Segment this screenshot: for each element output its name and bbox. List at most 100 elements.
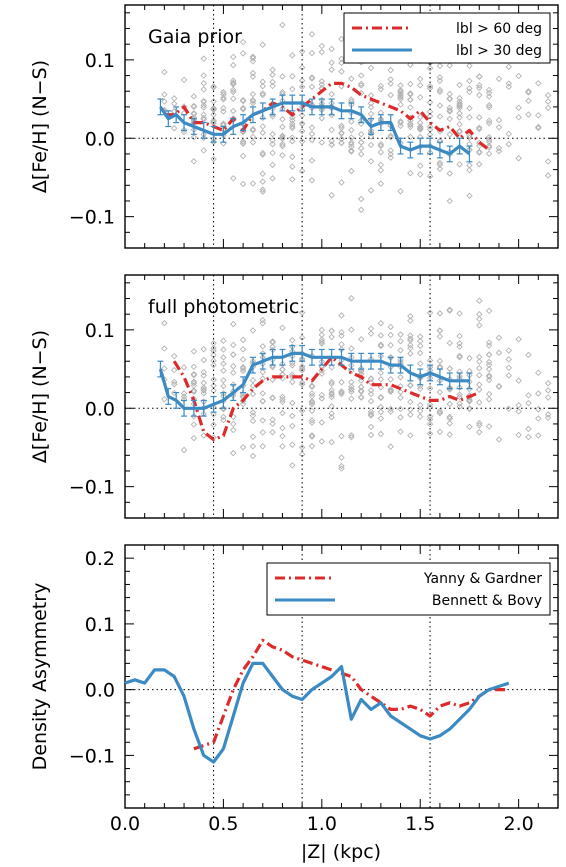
- scatter-point: [476, 399, 483, 406]
- scatter-point: [249, 180, 257, 187]
- scatter-point: [279, 123, 286, 131]
- scatter-point: [190, 103, 198, 111]
- scatter-point: [279, 21, 286, 29]
- scatter-point: [318, 419, 326, 426]
- scatter-point: [535, 432, 542, 439]
- scatter-point: [485, 150, 493, 157]
- scatter-point: [446, 420, 453, 427]
- scatter-point: [318, 139, 326, 146]
- error-bar: [259, 352, 266, 370]
- scatter-point: [259, 178, 267, 185]
- scatter-point: [220, 404, 227, 412]
- scatter-point: [200, 72, 207, 79]
- scatter-point: [289, 462, 296, 469]
- scatter-point: [328, 393, 335, 401]
- scatter-point: [535, 405, 542, 413]
- scatter-point: [269, 111, 276, 118]
- scatter-point: [230, 95, 237, 102]
- error-bar: [190, 399, 197, 417]
- scatter-point: [357, 145, 365, 152]
- error-bar: [240, 114, 247, 132]
- scatter-point: [200, 55, 207, 62]
- scatter-point: [230, 362, 237, 370]
- error-bar: [299, 344, 306, 362]
- error-bar: [308, 348, 315, 366]
- scatter-point: [525, 89, 532, 96]
- scatter-point: [485, 101, 493, 109]
- scatter-point: [269, 416, 276, 424]
- scatter-point: [485, 351, 493, 358]
- scatter-point: [289, 85, 296, 93]
- scatter-point: [525, 433, 532, 441]
- scatter-point: [544, 158, 552, 165]
- scatter-point: [200, 97, 207, 105]
- scatter-point: [190, 370, 198, 378]
- scatter-point: [495, 75, 503, 83]
- scatter-point: [377, 161, 385, 169]
- scatter-point: [426, 123, 434, 130]
- error-bar: [200, 399, 207, 417]
- scatter-point: [190, 158, 198, 165]
- scatter-point: [525, 392, 532, 399]
- scatter-point: [377, 369, 385, 377]
- scatter-point: [436, 102, 444, 109]
- scatter-point: [210, 83, 217, 90]
- scatter-point: [279, 393, 286, 401]
- scatter-point: [200, 104, 207, 111]
- scatter-point: [170, 95, 178, 102]
- scatter-point: [318, 114, 326, 122]
- error-bar: [427, 137, 434, 155]
- panel-gaia-prior: 0.1 0.0 −0.1 Δ[Fe/H] (N−S) Gaia prior lbl > 6…: [29, 4, 559, 249]
- scatter-point: [230, 369, 237, 376]
- y-axis-title: Δ[Fe/H] (N−S): [29, 330, 51, 463]
- scatter-point: [269, 149, 276, 157]
- error-bar: [308, 98, 315, 116]
- scatter-point: [190, 110, 198, 117]
- legend-box: [266, 562, 551, 616]
- scatter-point: [446, 339, 453, 347]
- scatter-point: [289, 163, 296, 170]
- scatter-point: [476, 84, 483, 92]
- scatter-point: [485, 142, 493, 150]
- scatter-point: [466, 85, 473, 92]
- scatter-point: [348, 167, 355, 175]
- scatter-point: [230, 449, 237, 457]
- scatter-point: [525, 425, 532, 433]
- scatter-point: [485, 365, 493, 373]
- scatter-point: [407, 313, 414, 320]
- error-bar: [466, 145, 473, 163]
- scatter-point: [476, 297, 483, 304]
- scatter-point: [289, 336, 296, 344]
- scatter-point: [259, 397, 267, 405]
- scatter-point: [505, 63, 513, 71]
- scatter-point: [407, 96, 414, 103]
- scatter-point: [544, 411, 552, 418]
- scatter-point: [446, 306, 453, 314]
- scatter-point: [308, 382, 316, 390]
- scatter-point: [338, 139, 345, 147]
- scatter-point: [308, 392, 316, 400]
- scatter-point: [220, 354, 227, 361]
- error-bar: [348, 102, 355, 120]
- error-bar: [358, 106, 365, 124]
- scatter-point: [387, 443, 394, 450]
- scatter-point: [397, 347, 404, 354]
- scatter-point: [367, 92, 375, 99]
- scatter-point: [456, 114, 463, 121]
- scatter-point: [249, 443, 257, 450]
- scatter-point: [298, 381, 306, 388]
- scatter-point: [357, 195, 365, 203]
- scatter-point: [367, 412, 375, 419]
- scatter-point: [180, 393, 188, 400]
- scatter-point: [190, 102, 198, 110]
- scatter-point: [230, 61, 237, 69]
- scatter-point: [505, 140, 513, 148]
- scatter-point: [328, 90, 335, 98]
- error-bar: [318, 98, 325, 116]
- scatter-point: [387, 331, 394, 339]
- scatter-point: [544, 92, 552, 99]
- scatter-point: [170, 366, 178, 374]
- scatter-point: [269, 306, 276, 314]
- scatter-point: [377, 384, 385, 391]
